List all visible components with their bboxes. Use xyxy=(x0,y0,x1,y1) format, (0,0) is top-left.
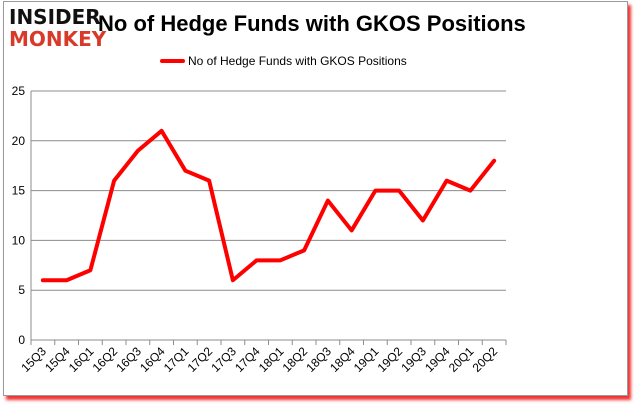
logo-insider: INSIDER xyxy=(9,5,101,29)
x-tick-label: 18Q1 xyxy=(256,344,287,375)
x-tick-label: 17Q1 xyxy=(161,344,192,375)
logo-monkey: MONKEY xyxy=(9,27,107,51)
x-tick-label: 19Q3 xyxy=(398,344,429,375)
x-tick-label: 16Q1 xyxy=(66,344,97,375)
x-tick-label: 18Q2 xyxy=(280,344,311,375)
x-tick-label: 17Q4 xyxy=(232,344,263,375)
x-tick-label: 15Q4 xyxy=(42,344,73,375)
x-tick-label: 16Q2 xyxy=(90,344,121,375)
x-tick-label: 19Q4 xyxy=(422,344,453,375)
x-tick-label: 16Q3 xyxy=(113,344,144,375)
x-tick-label: 20Q2 xyxy=(470,344,501,375)
x-tick-label: 16Q4 xyxy=(137,344,168,375)
y-tick-label: 10 xyxy=(12,233,26,247)
y-tick-label: 0 xyxy=(18,333,25,347)
y-tick-label: 25 xyxy=(12,84,26,98)
chart-title: No of Hedge Funds with GKOS Positions xyxy=(98,11,526,36)
y-tick-label: 5 xyxy=(18,283,25,297)
x-tick-label: 20Q1 xyxy=(446,344,477,375)
legend-label: No of Hedge Funds with GKOS Positions xyxy=(188,54,407,68)
x-tick-label: 19Q1 xyxy=(351,344,382,375)
y-tick-label: 20 xyxy=(12,134,26,148)
legend: No of Hedge Funds with GKOS Positions xyxy=(160,54,407,68)
x-tick-label: 18Q4 xyxy=(327,344,358,375)
legend-swatch xyxy=(160,59,185,63)
series-line xyxy=(40,128,497,283)
x-tick-label: 19Q2 xyxy=(375,344,406,375)
x-tick-label: 17Q2 xyxy=(185,344,216,375)
y-tick-label: 15 xyxy=(12,184,26,198)
chart-frame xyxy=(3,1,628,396)
x-tick-label: 17Q3 xyxy=(208,344,239,375)
x-tick-label: 15Q3 xyxy=(18,344,49,375)
x-tick-label: 18Q3 xyxy=(303,344,334,375)
